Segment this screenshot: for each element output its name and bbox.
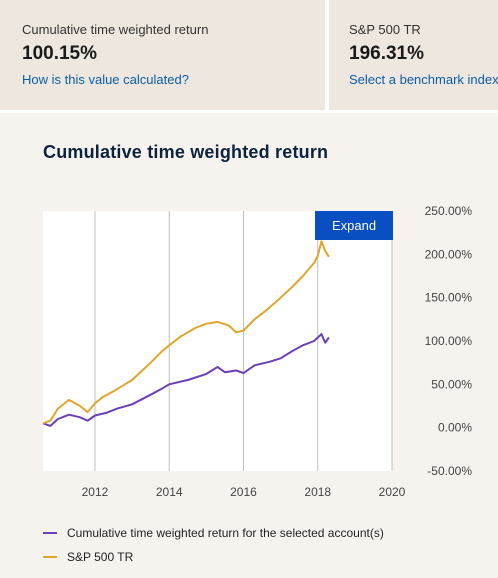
legend-label-benchmark: S&P 500 TR	[67, 550, 134, 564]
x-tick-label: 2012	[82, 485, 109, 499]
panel-title: Cumulative time weighted return	[43, 142, 329, 162]
legend-swatch-account	[43, 532, 57, 534]
return-chart: 2012 2014 2016 2018 2020 250.00% 200.00% 150.00…	[42, 204, 473, 499]
account-return-value: 100.15%	[22, 43, 98, 64]
benchmark-line	[42, 240, 330, 425]
account-return-card: Cumulative time weighted return 100.15% …	[0, 0, 325, 110]
benchmark-card: S&P 500 TR 196.31% Select a benchmark in…	[329, 0, 498, 110]
account-return-label: Cumulative time weighted return	[22, 22, 209, 37]
y-tick-label: 250.00%	[425, 204, 473, 218]
x-tick-label: 2018	[304, 485, 331, 499]
chart-panel: Cumulative time weighted return 2012 2014…	[0, 113, 498, 578]
x-tick-label: 2020	[379, 485, 406, 499]
select-benchmark-link[interactable]: Select a benchmark index	[349, 72, 498, 87]
benchmark-label: S&P 500 TR	[349, 22, 421, 37]
y-tick-label: 100.00%	[425, 334, 473, 348]
y-tick-label: 150.00%	[425, 291, 473, 305]
how-calculated-link[interactable]: How is this value calculated?	[22, 72, 189, 87]
x-tick-label: 2016	[230, 485, 257, 499]
y-tick-label: -50.00%	[427, 464, 472, 478]
legend-item-account: Cumulative time weighted return for the …	[43, 526, 384, 540]
benchmark-value: 196.31%	[349, 43, 425, 64]
y-tick-label: 200.00%	[425, 247, 473, 261]
y-tick-label: 50.00%	[431, 377, 472, 391]
expand-button[interactable]: Expand	[315, 211, 393, 240]
legend-item-benchmark: S&P 500 TR	[43, 550, 133, 564]
legend-swatch-benchmark	[43, 556, 57, 558]
legend-label-account: Cumulative time weighted return for the …	[67, 526, 384, 540]
x-tick-label: 2014	[156, 485, 183, 499]
y-tick-label: 0.00%	[438, 421, 472, 435]
account-return-line	[42, 333, 330, 427]
plot-area	[43, 211, 392, 471]
